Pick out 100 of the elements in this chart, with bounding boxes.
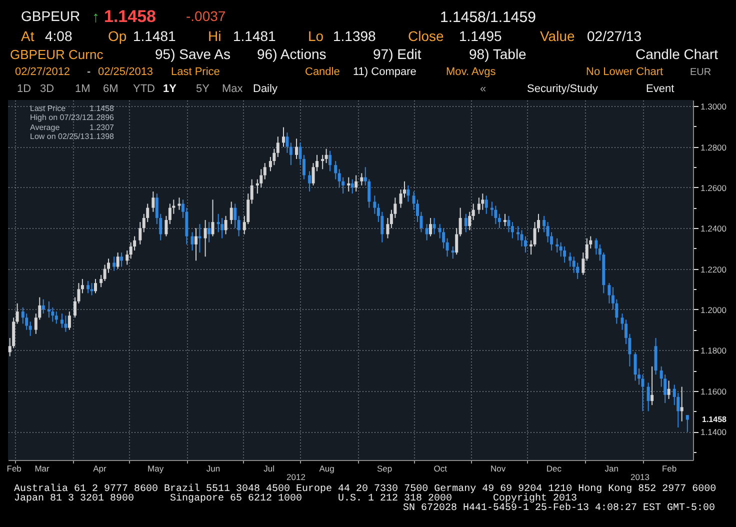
candlestick	[429, 217, 432, 237]
text: 02/25/2013	[98, 66, 154, 78]
candlestick	[458, 207, 462, 237]
candlestick	[208, 222, 211, 243]
candlestick	[568, 252, 572, 268]
x-tick-label: Aug	[319, 464, 335, 474]
y-tick-label: 1.1600	[700, 386, 727, 396]
candlestick	[563, 246, 566, 264]
candlestick	[289, 142, 292, 166]
text: 11) Compare	[353, 66, 416, 78]
x-tick-label: Sep	[376, 464, 392, 474]
candlestick	[194, 228, 198, 262]
text: 3D	[40, 83, 54, 95]
text: 97) Edit	[373, 46, 422, 62]
candlestick	[94, 278, 97, 294]
x-tick-label: Jun	[206, 464, 220, 474]
candlestick	[350, 178, 354, 194]
candlestick	[164, 215, 168, 237]
candlestick	[211, 199, 214, 237]
candlestick	[446, 238, 449, 258]
x-tick-label: Jul	[264, 464, 275, 474]
candlestick	[42, 298, 45, 314]
candlestick	[64, 315, 68, 332]
candlestick	[530, 240, 533, 256]
candlestick	[472, 203, 475, 220]
candlestick	[112, 256, 116, 272]
candlestick	[406, 184, 410, 202]
text: Close	[408, 28, 444, 44]
text: 1.1458	[104, 7, 156, 26]
annotation: 1.2307	[90, 123, 115, 132]
candlestick	[360, 172, 364, 186]
candlestick	[432, 217, 436, 235]
annotation: High on 07/23/12	[30, 113, 92, 122]
candlestick	[386, 217, 390, 239]
candlestick	[168, 203, 172, 225]
text: Hi	[208, 28, 222, 44]
candlestick	[481, 193, 484, 210]
chart-title: GBPEUR	[21, 8, 80, 24]
y-tick-label: 1.1400	[700, 427, 727, 438]
text: 1.1398	[333, 28, 376, 44]
candlestick	[556, 238, 559, 254]
x-tick-label: Feb	[662, 464, 677, 474]
candlestick	[282, 126, 285, 148]
candlestick	[321, 154, 324, 170]
text: 5Y	[196, 83, 210, 95]
text: Event	[646, 83, 674, 95]
text: Max	[222, 83, 244, 95]
text: Last Price	[171, 66, 220, 78]
candlestick	[484, 195, 488, 214]
candlestick	[152, 191, 155, 212]
x-tick-label: May	[148, 464, 164, 474]
candlestick	[308, 170, 312, 192]
x-tick-label: Apr	[93, 464, 106, 474]
candlestick	[334, 160, 338, 180]
candlestick	[302, 154, 306, 180]
candlestick	[178, 197, 181, 210]
candlestick	[442, 228, 446, 249]
text: Lo	[308, 28, 324, 44]
text: Singapore 65 6212 1000	[170, 492, 302, 504]
candlestick	[510, 222, 514, 239]
text: 2013	[630, 472, 650, 482]
annotation: Low on 02/25/13	[30, 132, 90, 141]
candlestick	[190, 232, 194, 252]
candlestick	[646, 382, 650, 412]
candlestick	[86, 280, 90, 294]
candlestick	[503, 213, 506, 227]
candlestick	[80, 278, 84, 294]
text: SN 672028 H441-5459-1 25-Feb-13 4:08:27 EST GMT-5:00	[402, 502, 715, 514]
candlestick	[494, 205, 498, 225]
candlestick	[16, 302, 19, 324]
x-tick-label: Dec	[546, 464, 562, 474]
text: ↑	[92, 9, 100, 26]
text: «	[480, 83, 486, 95]
candlestick	[468, 211, 472, 231]
candlestick	[138, 222, 142, 245]
candlestick	[120, 252, 124, 268]
candlestick	[516, 226, 520, 241]
candlestick	[295, 138, 298, 160]
candlestick	[234, 203, 237, 229]
candlestick	[498, 213, 501, 229]
candlestick	[237, 215, 240, 237]
text: 95) Save As	[155, 46, 230, 62]
candlestick	[204, 220, 207, 258]
text: GBPEUR Curnc	[10, 47, 104, 62]
text: 1.1495	[459, 28, 502, 44]
candlestick	[276, 136, 280, 158]
x-tick-label: Mar	[34, 464, 50, 474]
text: EUR	[690, 67, 712, 78]
text: 6M	[103, 83, 118, 95]
candlestick	[542, 215, 546, 233]
candlestick	[585, 238, 588, 262]
candlestick	[263, 162, 266, 180]
text: Japan 81 3 3201 8900	[14, 494, 134, 504]
candlestick	[60, 313, 64, 328]
candlestick	[47, 300, 50, 318]
candlestick	[324, 148, 328, 164]
text: Security/Study	[527, 83, 598, 95]
text: 4:08	[45, 28, 72, 44]
candlestick	[650, 366, 654, 406]
text: -	[87, 66, 91, 78]
